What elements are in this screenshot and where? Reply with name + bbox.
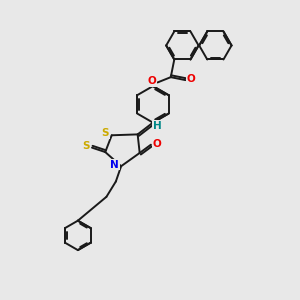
Text: O: O — [153, 139, 162, 149]
Text: O: O — [186, 74, 195, 84]
Text: H: H — [153, 121, 161, 130]
Text: S: S — [82, 141, 89, 151]
Text: N: N — [110, 160, 119, 170]
Text: O: O — [148, 76, 157, 86]
Text: S: S — [101, 128, 109, 138]
